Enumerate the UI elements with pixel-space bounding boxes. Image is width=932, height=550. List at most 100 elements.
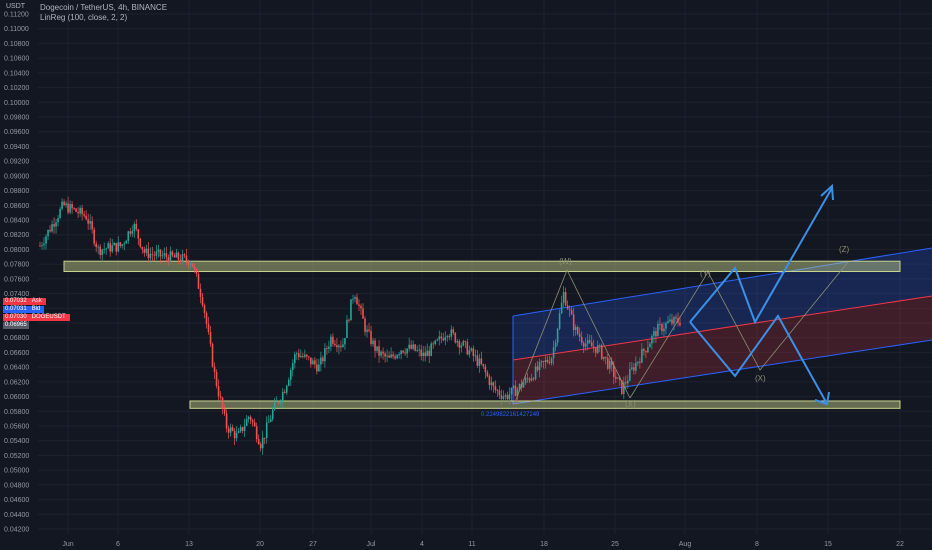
candle-body: [175, 252, 178, 258]
x-tick-label: 13: [185, 541, 193, 548]
candle-body: [635, 362, 637, 371]
candle-body: [127, 231, 130, 241]
candle-body: [283, 391, 286, 393]
candle-body: [209, 331, 212, 344]
candle-body: [121, 244, 124, 247]
candle-body: [173, 255, 176, 258]
arrowhead-up: [820, 183, 834, 201]
time-axis[interactable]: Jun 6 13 20 27 Jul 4 11 18 25 Aug 8 15 22: [62, 541, 904, 548]
candle-body: [237, 431, 240, 433]
candle-body: [39, 245, 41, 247]
candle-body: [582, 342, 585, 347]
candle-body: [133, 223, 136, 231]
candle-body: [326, 348, 328, 349]
wave-y-path: [629, 261, 849, 399]
candle-body: [279, 401, 282, 403]
candle-body: [364, 318, 366, 332]
candle-body: [552, 347, 555, 359]
candle-body: [412, 344, 414, 349]
x-tick-label: 15: [824, 541, 832, 548]
candle-body: [444, 337, 447, 341]
candle-body: [645, 351, 647, 353]
y-tick-label: 0.09800: [4, 115, 29, 122]
candle-body: [275, 401, 278, 403]
projection-up-path: [689, 187, 833, 325]
candle-body: [63, 201, 65, 206]
candle-body: [492, 382, 495, 387]
candle-body: [338, 345, 340, 348]
candle-body: [43, 243, 45, 246]
candle-body: [614, 376, 617, 379]
candle-body: [324, 348, 326, 362]
candle-body: [69, 203, 71, 213]
candle-body: [211, 343, 214, 367]
candle-body: [558, 313, 561, 329]
candle-body: [498, 390, 501, 396]
candle-body: [205, 312, 208, 324]
candle-body: [442, 338, 445, 341]
candle-body: [53, 224, 55, 227]
candle-body: [590, 342, 593, 347]
candle-body: [239, 427, 242, 432]
candle-body: [109, 243, 112, 252]
y-tick-label: 0.11000: [4, 26, 29, 33]
price-badge: 0.07031 Bid: [3, 306, 45, 313]
candle-body: [147, 248, 150, 259]
candle-body: [105, 248, 108, 250]
candle-body: [81, 207, 83, 215]
wave-label-y: (Y): [700, 269, 711, 278]
candle-body: [213, 366, 216, 372]
candle-body: [488, 376, 491, 386]
candle-body: [111, 245, 114, 252]
candle-body: [131, 230, 134, 234]
candle-body: [500, 395, 503, 399]
candle-body: [382, 351, 384, 354]
candle-body: [532, 378, 535, 380]
wave-label-x1: (X): [625, 400, 636, 409]
candle-body: [113, 243, 116, 246]
x-tick-label: 8: [755, 541, 759, 548]
candle-body: [47, 229, 49, 237]
candle-body: [600, 345, 603, 359]
candle-body: [542, 361, 545, 363]
candle-body: [530, 378, 533, 381]
elliott-wave-drawing: (W) (X) (Y) (X) (Z) 0.2249822161427249: [481, 183, 850, 418]
candle-body: [189, 263, 192, 265]
candle-body: [336, 345, 338, 348]
linreg-lower-line: [512, 339, 932, 405]
candle-body: [207, 323, 210, 332]
candle-body: [107, 243, 110, 249]
price-zones: [63, 260, 901, 409]
candle-body: [598, 345, 601, 346]
indicator-title[interactable]: LinReg (100, close, 2, 2): [40, 13, 128, 22]
candle-body: [328, 346, 330, 349]
candle-body: [438, 336, 441, 340]
candle-body: [249, 416, 252, 421]
y-tick-label: 0.10200: [4, 85, 29, 92]
price-axis[interactable]: 0.11200 0.11000 0.10800 0.10600 0.10400 0.102…: [4, 12, 29, 534]
candle-body: [219, 396, 222, 398]
candle-body: [269, 419, 272, 422]
candle-body: [594, 347, 597, 353]
symbol-title[interactable]: Dogecoin / TetherUS, 4h, BINANCE: [40, 3, 168, 12]
price-badge-tag: Bid: [29, 306, 43, 313]
candle-body: [536, 366, 539, 371]
candle-body: [586, 340, 589, 344]
candle-body: [388, 355, 390, 358]
candle-body: [548, 362, 551, 364]
candle-body: [306, 354, 308, 357]
candle-body: [271, 409, 274, 420]
candle-body: [125, 240, 128, 244]
candle-body: [281, 391, 284, 402]
candle-body: [512, 385, 515, 388]
candle-body: [332, 336, 334, 344]
candle-body: [103, 248, 106, 250]
candle-body: [233, 430, 236, 439]
candle-body: [490, 382, 493, 386]
price-badge: 0.07032 Ask: [3, 298, 46, 305]
candle-body: [330, 336, 332, 347]
y-tick-label: 0.05600: [4, 424, 29, 431]
candle-body: [633, 367, 635, 371]
candle-body: [318, 364, 320, 372]
